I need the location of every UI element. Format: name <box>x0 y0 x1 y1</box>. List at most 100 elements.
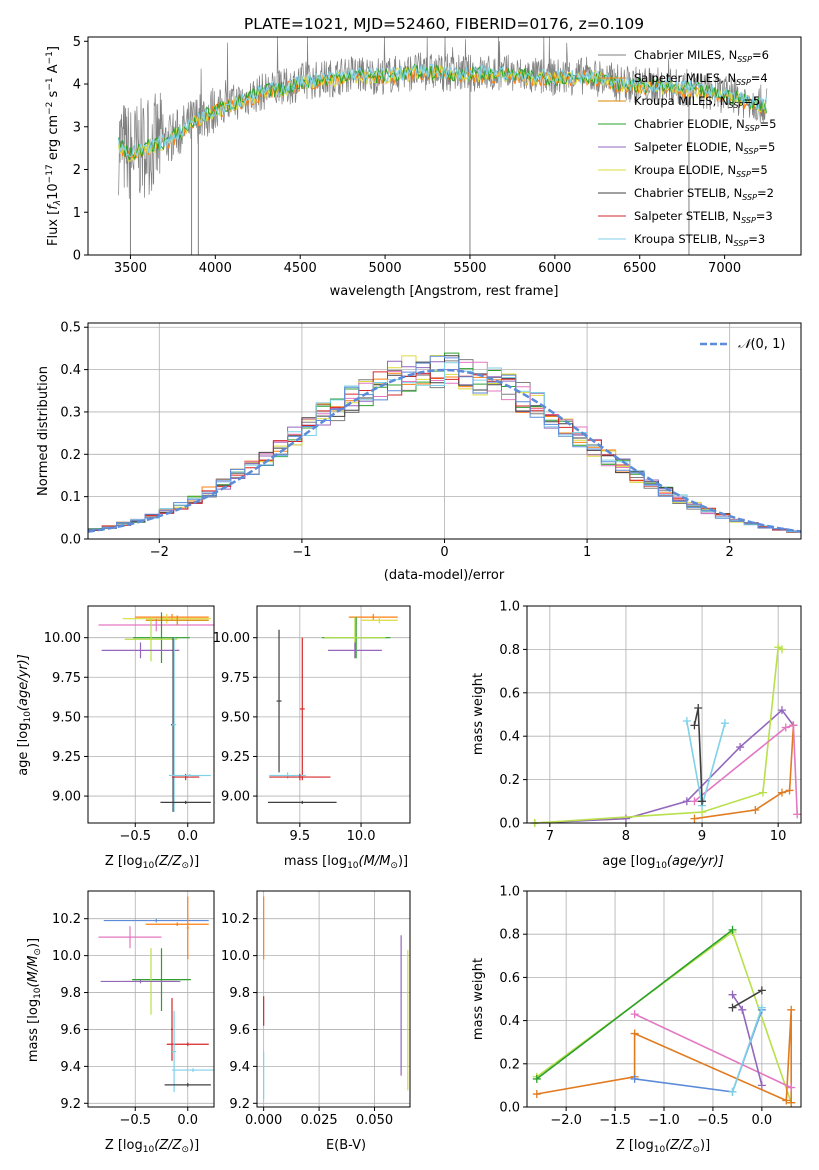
weight-age-series-line <box>534 709 795 824</box>
weight-metallicity-x-tick-label: −0.5 <box>697 1113 729 1128</box>
weight-age-x-tick-label: 9 <box>698 829 706 844</box>
weight-age-point-marker <box>736 743 745 752</box>
spectrum-y-tick-label: 2 <box>73 163 81 178</box>
mass-metallicity-y-tick-label: 10.0 <box>52 949 81 964</box>
histogram-y-tick-label: 0.3 <box>60 405 81 420</box>
spectrum-model-line <box>118 63 767 158</box>
weight-metallicity-y-tick-label: 0.6 <box>499 971 520 986</box>
histogram-y-tick-label: 0.0 <box>60 533 81 548</box>
spectrum-legend-label: Kroupa STELIB, NSSP=3 <box>634 232 765 248</box>
gaussian-curve <box>87 368 802 533</box>
mass-extinction-y-tick-label: 9.4 <box>229 1060 250 1075</box>
weight-age-y-tick-label: 0.0 <box>499 817 520 832</box>
weight-metallicity-series-line <box>731 1007 763 1093</box>
weight-age-series-line <box>693 724 798 815</box>
histogram-y-label: Normed distribution <box>36 366 51 496</box>
weight-age-point-marker <box>777 645 786 654</box>
age-metallicity-y-tick-label: 10.00 <box>44 631 81 646</box>
mass-metallicity-x-tick-label: −0.5 <box>119 1113 151 1128</box>
weight-metallicity-series-line <box>634 1013 792 1089</box>
mass-extinction-y-tick-label: 9.6 <box>229 1023 250 1038</box>
weight-metallicity-x-tick-label: −1.5 <box>599 1113 631 1128</box>
spectrum-x-tick-label: 5000 <box>369 261 402 276</box>
weight-metallicity-axes-frame <box>526 890 802 1108</box>
weight-age-point-marker <box>690 814 699 823</box>
weight-metallicity-point-marker <box>787 1083 796 1092</box>
spectrum-legend-label: Kroupa MILES, NSSP=5 <box>634 94 760 110</box>
mass-metallicity-y-tick-label: 9.4 <box>60 1060 81 1075</box>
mass-metallicity-y-tick-label: 9.2 <box>60 1097 81 1112</box>
weight-metallicity-point-marker <box>757 986 766 995</box>
weight-metallicity-point-marker <box>630 1074 639 1083</box>
spectrum-x-tick-label: 6000 <box>538 261 571 276</box>
weight-metallicity-point-marker <box>728 1003 737 1012</box>
spectrum-y-tick-label: 3 <box>73 120 81 135</box>
weight-age-x-tick-label: 7 <box>546 829 554 844</box>
weight-age-y-tick-label: 1.0 <box>499 600 520 615</box>
histogram-legend: 𝒩(0, 1) <box>700 337 785 352</box>
age-mass-y-tick-label: 9.50 <box>221 710 250 725</box>
age-mass-y-tick-label: 9.25 <box>221 750 250 765</box>
figure-title: PLATE=1021, MJD=52460, FIBERID=0176, z=0… <box>244 15 644 33</box>
mass-metallicity-axes-frame <box>87 890 215 1108</box>
age-mass-x-tick-label: 10.0 <box>347 829 376 844</box>
spectrum-y-label: Flux [fλ10−17 erg cm−2 s−1 A−1] <box>45 46 63 246</box>
mass-metallicity-y-tick-label: 9.6 <box>60 1023 81 1038</box>
weight-age-series-line <box>686 720 726 806</box>
weight-age-point-marker <box>777 788 786 797</box>
mass-vs-metallicity-panel: −0.5 0.0 9.2 9.4 9.6 9.8 10.0 10.2 Z [log10(Z/Z… <box>26 890 215 1155</box>
spectrum-x-tick-label: 4000 <box>199 261 232 276</box>
age-metallicity-y-label: age [log10(age/yr)] <box>16 654 33 776</box>
weight-metallicity-point-marker <box>630 1029 639 1038</box>
weight-metallicity-point-marker <box>787 1005 796 1014</box>
mass-extinction-y-tick-label: 9.8 <box>229 986 250 1001</box>
weight-age-x-tick-label: 8 <box>622 829 630 844</box>
weight-metallicity-series-line <box>732 989 763 1009</box>
spectrum-legend-label: Salpeter ELODIE, NSSP=5 <box>634 140 775 156</box>
weight-metallicity-point-marker <box>532 1074 541 1083</box>
spectrum-x-tick-label: 6500 <box>623 261 656 276</box>
age-metallicity-x-label: Z [log10(Z/Z⊙)] <box>105 854 199 871</box>
spectrum-x-tick-label: 7000 <box>708 261 741 276</box>
mass-metallicity-x-tick-label: 0.0 <box>177 1113 198 1128</box>
weight-metallicity-y-tick-label: 0.2 <box>499 1057 520 1072</box>
histogram-y-tick-label: 0.1 <box>60 490 81 505</box>
spectrum-legend-label: Chabrier STELIB, NSSP=2 <box>634 186 774 202</box>
weight-metallicity-point-marker <box>782 1096 791 1105</box>
histogram-axes-frame <box>87 322 802 540</box>
weight-age-point-marker <box>694 703 703 712</box>
weight-metallicity-y-tick-label: 1.0 <box>499 885 520 900</box>
histogram-x-tick-label: −2 <box>150 545 169 560</box>
mass-extinction-x-label: E(B-V) <box>326 1138 366 1153</box>
age-vs-metallicity-panel: −0.5 0.0 9.00 9.25 9.50 9.75 10.00 Z [log10(Z/… <box>16 605 215 871</box>
histogram-y-tick-label: 0.5 <box>60 321 81 336</box>
weight-metallicity-point-marker <box>728 1087 737 1096</box>
mass-extinction-axes-frame <box>256 890 411 1108</box>
weight-metallicity-y-label: mass weight <box>471 958 486 1040</box>
histogram-x-tick-label: 0 <box>440 545 448 560</box>
mass-metallicity-y-tick-label: 9.8 <box>60 986 81 1001</box>
weight-age-point-marker <box>690 797 699 806</box>
spectrum-observed-line <box>118 36 768 199</box>
spectrum-legend-label: Salpeter MILES, NSSP=4 <box>634 71 768 87</box>
histogram-y-tick-label: 0.4 <box>60 363 81 378</box>
spectrum-y-tick-label: 1 <box>73 206 81 221</box>
weight-age-point-marker <box>793 810 802 819</box>
histogram-y-tick-label: 0.2 <box>60 448 81 463</box>
weight-age-point-marker <box>682 797 691 806</box>
spectrum-panel: 3500 4000 4500 5000 5500 6000 6500 7000 0 1 2 3 4 5 w… <box>45 35 802 299</box>
weight-age-axes-frame <box>526 605 802 824</box>
age-metallicity-axes-frame <box>87 605 215 824</box>
mass-extinction-x-tick-label: 0.000 <box>245 1113 282 1128</box>
spectrum-x-tick-label: 4500 <box>284 261 317 276</box>
weight-age-point-marker <box>758 788 767 797</box>
weight-metallicity-point-marker <box>532 1090 541 1099</box>
weight-age-y-tick-label: 0.2 <box>499 773 520 788</box>
mass-extinction-y-tick-label: 10.2 <box>221 912 250 927</box>
age-metallicity-x-tick-label: 0.0 <box>177 829 198 844</box>
weight-metallicity-series-line <box>536 929 733 1080</box>
spectrum-axes-frame <box>87 36 802 256</box>
mass-extinction-y-tick-label: 10.0 <box>221 949 250 964</box>
weight-age-x-tick-label: 10 <box>770 829 787 844</box>
